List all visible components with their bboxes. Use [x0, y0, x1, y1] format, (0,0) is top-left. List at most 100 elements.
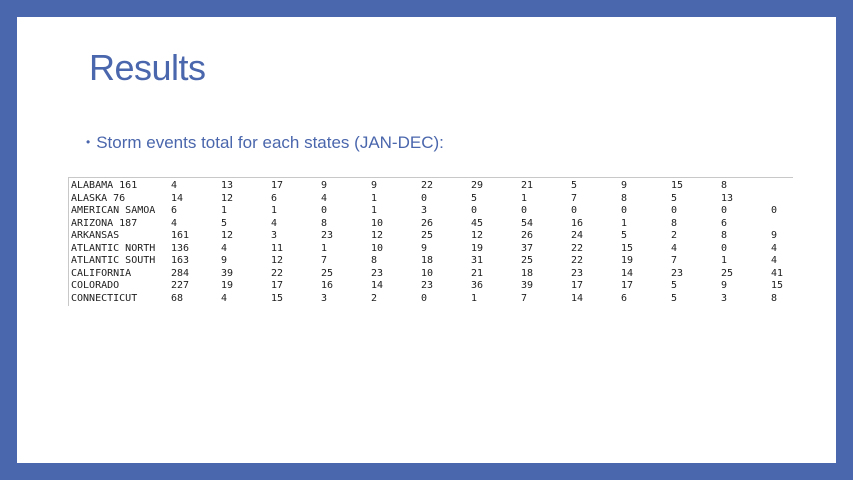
- count-cell: 19: [471, 242, 484, 254]
- count-cell: 7: [571, 192, 578, 204]
- count-cell: 22: [271, 267, 284, 279]
- count-cell: 36: [471, 280, 484, 291]
- count-cell: 3: [271, 230, 278, 241]
- count-cell: 11: [271, 242, 284, 254]
- count-cell: 0: [721, 242, 728, 254]
- count-cell: 0: [721, 205, 728, 216]
- count-cell: 15: [771, 280, 784, 291]
- count-cell: 41: [771, 267, 784, 279]
- count-cell: 7: [671, 255, 678, 266]
- count-cell: 5: [671, 280, 678, 291]
- state-cell: ALABAMA 161: [71, 180, 138, 191]
- count-cell: 6: [171, 205, 178, 216]
- count-cell: 17: [271, 180, 284, 191]
- count-cell: 25: [321, 267, 334, 279]
- count-cell: 5: [621, 230, 628, 241]
- count-cell: 1: [721, 255, 728, 266]
- count-cell: 17: [621, 280, 634, 291]
- count-cell: 22: [571, 255, 584, 266]
- state-cell: AMERICAN SAMOA: [71, 205, 156, 216]
- count-cell: 18: [421, 255, 434, 266]
- count-cell: 8: [321, 217, 328, 229]
- count-cell: 4: [771, 242, 778, 254]
- count-cell: 1: [471, 292, 478, 304]
- count-cell: 18: [521, 267, 534, 279]
- count-cell: 1: [321, 242, 328, 254]
- count-cell: 1: [521, 192, 528, 204]
- count-cell: 9: [321, 180, 328, 191]
- count-cell: 68: [171, 292, 184, 304]
- count-cell: 12: [221, 230, 234, 241]
- count-cell: 8: [721, 230, 728, 241]
- count-cell: 4: [271, 217, 278, 229]
- bullet-icon: •: [86, 135, 91, 149]
- count-cell: 12: [471, 230, 484, 241]
- storm-events-table: ALABAMA 161 4 13 17 9 9 22 29 21 5 9 15 8 ALASKA 76 14…: [68, 177, 793, 306]
- state-cell: ALASKA 76: [71, 192, 126, 204]
- count-cell: 0: [671, 205, 678, 216]
- count-cell: 9: [421, 242, 428, 254]
- count-cell: 0: [571, 205, 578, 216]
- count-cell: 26: [521, 230, 534, 241]
- count-cell: 15: [621, 242, 634, 254]
- slide-title: Results: [89, 47, 206, 88]
- count-cell: 3: [321, 292, 328, 304]
- count-cell: 21: [521, 180, 534, 191]
- count-cell: 161: [171, 230, 190, 241]
- count-cell: 22: [571, 242, 584, 254]
- count-cell: 8: [371, 255, 378, 266]
- count-cell: 10: [371, 217, 384, 229]
- count-cell: 16: [571, 217, 584, 229]
- count-cell: 2: [671, 230, 678, 241]
- count-cell: 0: [321, 205, 328, 216]
- count-cell: 17: [571, 280, 584, 291]
- count-cell: 0: [621, 205, 628, 216]
- count-cell: 12: [371, 230, 384, 241]
- bullet-point: • Storm events total for each states (JAN…: [86, 133, 444, 153]
- count-cell: 8: [621, 192, 628, 204]
- count-cell: 5: [671, 192, 678, 204]
- count-cell: 4: [671, 242, 678, 254]
- count-cell: 25: [421, 230, 434, 241]
- count-cell: 1: [221, 205, 228, 216]
- count-cell: 8: [671, 217, 678, 229]
- count-cell: 5: [571, 180, 578, 191]
- count-cell: 23: [571, 267, 584, 279]
- count-cell: 4: [321, 192, 328, 204]
- count-cell: 1: [371, 192, 378, 204]
- count-cell: 25: [521, 255, 534, 266]
- count-cell: 8: [771, 292, 778, 304]
- count-cell: 0: [771, 205, 778, 216]
- state-cell: ARIZONA 187: [71, 217, 138, 229]
- count-cell: 23: [671, 267, 684, 279]
- count-cell: 23: [371, 267, 384, 279]
- count-cell: 136: [171, 242, 190, 254]
- count-cell: 4: [171, 180, 178, 191]
- count-cell: 6: [621, 292, 628, 304]
- state-cell: ATLANTIC NORTH: [71, 242, 156, 254]
- count-cell: 4: [221, 292, 228, 304]
- count-cell: 24: [571, 230, 584, 241]
- count-cell: 45: [471, 217, 484, 229]
- count-cell: 0: [471, 205, 478, 216]
- count-cell: 29: [471, 180, 484, 191]
- count-cell: 13: [221, 180, 234, 191]
- count-cell: 4: [771, 255, 778, 266]
- count-cell: 4: [171, 217, 178, 229]
- count-cell: 2: [371, 292, 378, 304]
- count-cell: 3: [721, 292, 728, 304]
- count-cell: 0: [521, 205, 528, 216]
- count-cell: 6: [271, 192, 278, 204]
- count-cell: 9: [371, 180, 378, 191]
- count-cell: 12: [221, 192, 234, 204]
- count-cell: 5: [671, 292, 678, 304]
- state-cell: ATLANTIC SOUTH: [71, 255, 156, 266]
- slide: Results • Storm events total for each sta…: [17, 17, 836, 463]
- count-cell: 25: [721, 267, 734, 279]
- count-cell: 10: [371, 242, 384, 254]
- count-cell: 7: [521, 292, 528, 304]
- count-cell: 1: [271, 205, 278, 216]
- count-cell: 22: [421, 180, 434, 191]
- count-cell: 5: [471, 192, 478, 204]
- count-cell: 7: [321, 255, 328, 266]
